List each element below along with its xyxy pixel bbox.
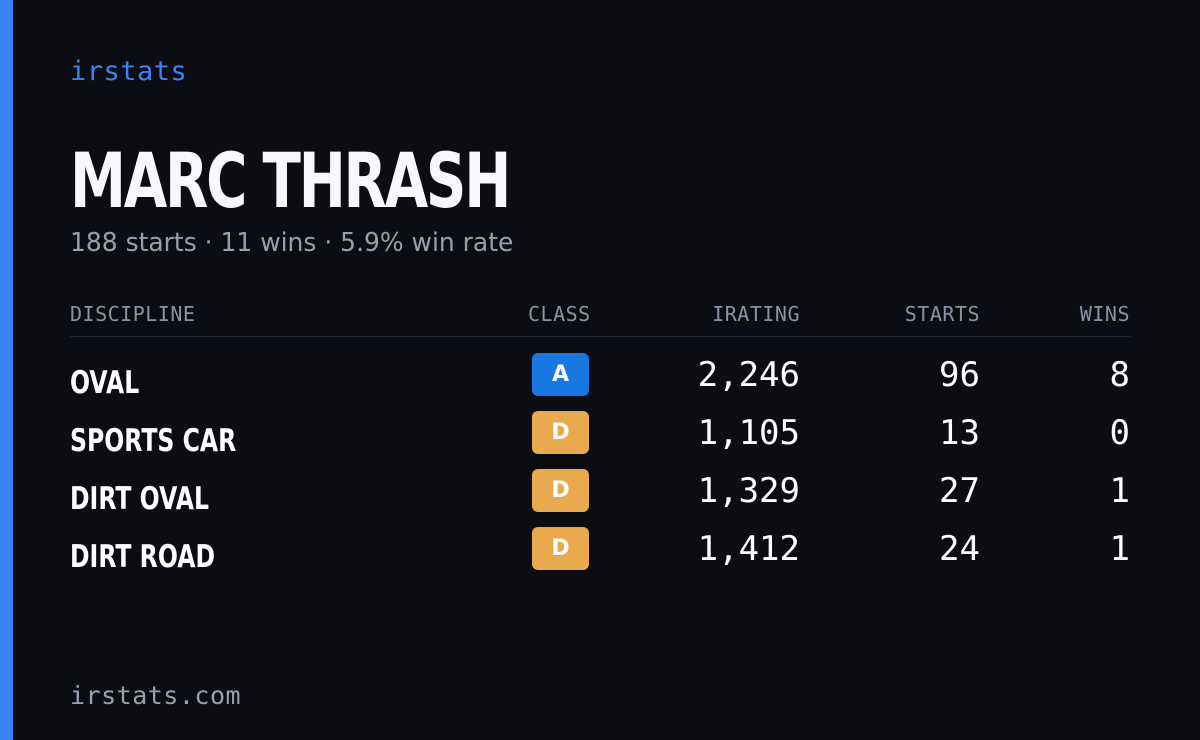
irating-value: 1,105 [697,413,800,453]
footer-site-url: irstats.com [70,681,242,710]
starts-value: 27 [939,471,980,511]
table-row: DIRT OVAL D 1,329 27 1 [70,469,1131,527]
discipline-table: DISCIPLINE CLASS IRATING STARTS WINS OVA… [70,298,1131,585]
starts-value: 96 [939,355,980,395]
discipline-name: SPORTS CAR [70,423,237,459]
starts-value: 13 [939,413,980,453]
header-class: CLASS [528,302,591,326]
table-row: OVAL A 2,246 96 8 [70,353,1131,411]
wins-value: 0 [1109,413,1130,453]
irating-value: 2,246 [697,355,800,395]
wins-value: 1 [1109,529,1130,569]
discipline-name: DIRT ROAD [70,539,216,575]
wins-value: 1 [1109,471,1130,511]
header-discipline: DISCIPLINE [70,302,196,326]
irating-value: 1,412 [697,529,800,569]
table-body: OVAL A 2,246 96 8 SPORTS CAR D 1,105 13 … [70,353,1131,585]
table-header: DISCIPLINE CLASS IRATING STARTS WINS [70,298,1131,337]
starts-value: 24 [939,529,980,569]
wins-value: 8 [1109,355,1130,395]
driver-name: MARC THRASH [70,136,511,225]
header-wins: WINS [1079,302,1130,326]
table-row: DIRT ROAD D 1,412 24 1 [70,527,1131,585]
class-badge: A [532,353,589,396]
header-irating: IRATING [712,302,800,326]
irating-value: 1,329 [697,471,800,511]
accent-bar [0,0,13,740]
table-row: SPORTS CAR D 1,105 13 0 [70,411,1131,469]
brand-logo-text: irstats [70,56,188,87]
class-badge: D [532,527,589,570]
class-badge: D [532,469,589,512]
discipline-name: OVAL [70,365,140,401]
header-starts: STARTS [904,302,980,326]
driver-summary: 188 starts · 11 wins · 5.9% win rate [70,228,514,258]
class-badge: D [532,411,589,454]
discipline-name: DIRT OVAL [70,481,209,517]
